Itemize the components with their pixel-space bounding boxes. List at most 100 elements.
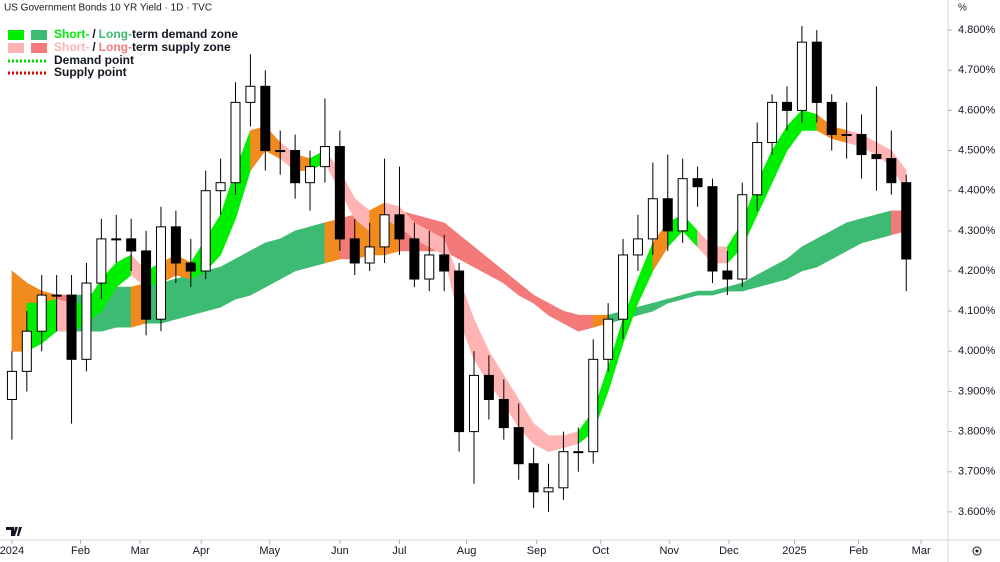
- candle-body: [901, 182, 912, 260]
- candle-body: [871, 154, 882, 160]
- candle-body: [305, 166, 316, 184]
- zone-band-segment: [697, 290, 713, 296]
- candle-body: [513, 427, 524, 465]
- x-tick-label: Jun: [331, 545, 349, 557]
- candle-body: [379, 214, 390, 248]
- zone-band-segment: [294, 226, 311, 272]
- candle-body: [588, 358, 599, 453]
- candle-body: [409, 238, 420, 280]
- candle-body: [230, 101, 241, 184]
- candle-body: [111, 238, 122, 241]
- candle-body: [722, 270, 733, 280]
- legend-swatch: [8, 30, 24, 40]
- legend-swatch: [31, 30, 47, 40]
- y-tick-label: 3.900%: [958, 385, 996, 397]
- axes: 3.600% 3.700% 3.800% 3.900% 4.000% 4.100% 4.20…: [0, 24, 996, 557]
- candle-body: [618, 254, 629, 320]
- zone-band-segment: [250, 242, 266, 296]
- candle-body: [662, 198, 673, 232]
- x-tick-label: Aug: [457, 545, 477, 557]
- y-tick-label: 4.100%: [958, 305, 996, 317]
- zone-band-segment: [309, 222, 326, 268]
- candle-body: [394, 214, 405, 240]
- y-tick-label: 4.500%: [958, 144, 996, 156]
- x-tick-label: Feb: [71, 545, 90, 557]
- x-tick-label: May: [259, 545, 280, 557]
- y-tick-label: 4.400%: [958, 185, 996, 197]
- candle-body: [692, 178, 703, 188]
- x-tick-label: 2025: [782, 545, 806, 557]
- candle-body: [6, 370, 17, 400]
- candle-body: [439, 254, 450, 272]
- y-tick-label: 4.700%: [958, 64, 996, 76]
- candle-body: [260, 85, 271, 152]
- candle-body: [424, 254, 435, 280]
- candle-body: [66, 294, 77, 360]
- candle-body: [677, 178, 688, 232]
- candle-body: [647, 198, 658, 240]
- candle-body: [543, 487, 554, 493]
- candle-body: [796, 41, 807, 111]
- x-tick-label: Feb: [849, 545, 868, 557]
- zone-band-segment: [265, 238, 281, 288]
- candle-body: [468, 374, 479, 433]
- zone-band-segment: [861, 214, 877, 244]
- candle-body: [841, 133, 852, 136]
- candle-body: [319, 146, 330, 168]
- candle-body: [528, 463, 539, 493]
- y-tick-label: 4.200%: [958, 265, 996, 277]
- zone-band-segment: [876, 210, 892, 240]
- tv-logo: [6, 527, 22, 536]
- candle-body: [767, 101, 778, 144]
- candle-body: [603, 318, 614, 360]
- candle-body: [185, 262, 196, 272]
- unit-label: %: [958, 3, 967, 14]
- x-tick-label: 2024: [0, 545, 24, 557]
- candle-body: [364, 246, 375, 264]
- legend-label: Short- / Long-term demand zone: [54, 27, 238, 41]
- settings-icon[interactable]: [972, 546, 982, 556]
- legend-label: Short- / Long-term supply zone: [54, 40, 231, 54]
- candle-body: [483, 374, 494, 400]
- candle-body: [36, 294, 47, 332]
- y-tick-label: 3.700%: [958, 466, 996, 478]
- candle-body: [782, 101, 793, 111]
- candle-body: [141, 250, 152, 320]
- candle-body: [155, 226, 166, 320]
- candle-body: [170, 226, 181, 264]
- candle-body: [573, 451, 584, 454]
- x-tick-label: Apr: [193, 545, 210, 557]
- candles: [6, 26, 912, 512]
- legend-part: term supply zone: [132, 40, 231, 54]
- candle-body: [51, 294, 62, 297]
- x-tick-label: Mar: [912, 545, 931, 557]
- y-tick-label: 4.000%: [958, 345, 996, 357]
- candle-body: [290, 150, 301, 184]
- candle-body: [245, 85, 256, 103]
- zone-band-segment: [279, 230, 296, 280]
- candle-body: [21, 330, 32, 372]
- candle-body: [558, 451, 569, 489]
- x-tick-label: Jul: [392, 545, 406, 557]
- legend-swatch: [31, 43, 47, 53]
- x-tick-label: Nov: [659, 545, 679, 557]
- legend-part: Long-: [99, 27, 132, 41]
- candle-body: [632, 238, 643, 256]
- legend-part: /: [92, 27, 96, 41]
- candle-body: [349, 238, 360, 264]
- zone-band-segment: [235, 250, 251, 300]
- y-tick-label: 3.600%: [958, 506, 996, 518]
- candle-body: [81, 282, 92, 360]
- legend-swatch: [8, 43, 24, 53]
- y-tick-label: 4.300%: [958, 225, 996, 237]
- y-tick-label: 3.800%: [958, 426, 996, 438]
- candle-body: [856, 133, 867, 156]
- x-tick-label: Dec: [719, 545, 739, 557]
- x-tick-label: Sep: [527, 545, 547, 557]
- settings-icon-dot: [975, 549, 979, 553]
- x-tick-label: Mar: [131, 545, 150, 557]
- candle-body: [96, 238, 107, 284]
- candle-body: [811, 41, 822, 103]
